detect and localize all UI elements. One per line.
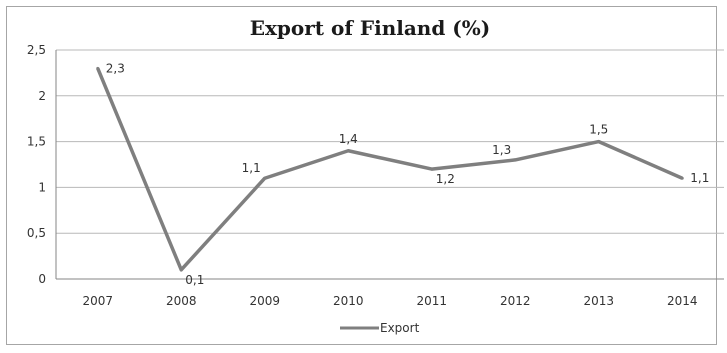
- data-labels: 2,3 0,1 1,1 1,4 1,2 1,3 1,5 1,1: [106, 61, 710, 287]
- y-tick-label: 1,5: [27, 135, 46, 149]
- x-tick-label: 2007: [82, 294, 113, 308]
- x-tick-label: 2009: [249, 294, 280, 308]
- data-point: [597, 140, 601, 144]
- data-point: [179, 268, 183, 272]
- data-point: [680, 176, 684, 180]
- data-label: 1,5: [589, 123, 608, 137]
- data-label: 1,3: [492, 143, 511, 157]
- data-label: 1,2: [436, 172, 455, 186]
- data-label: 1,1: [690, 171, 709, 185]
- data-label: 2,3: [106, 61, 125, 75]
- chart-frame: [6, 6, 717, 345]
- data-label: 1,4: [339, 132, 358, 146]
- gridlines: [55, 49, 724, 280]
- y-tick-label: 1: [38, 180, 46, 194]
- x-tick-label: 2011: [416, 294, 447, 308]
- x-tick-label: 2008: [166, 294, 197, 308]
- data-point: [430, 167, 434, 171]
- legend-label-export: Export: [380, 321, 420, 335]
- y-tick-label: 0,5: [27, 226, 46, 240]
- series-line-export: [96, 67, 683, 272]
- y-axis-ticks: 0 0,5 1 1,5 2 2,5: [27, 43, 46, 286]
- data-point: [263, 176, 267, 180]
- x-axis-ticks: 2007 2008 2009 2010 2011 2012 2013 2014: [82, 294, 697, 308]
- series-export: [96, 66, 684, 272]
- data-label: 1,1: [242, 161, 261, 175]
- x-tick-label: 2012: [500, 294, 531, 308]
- y-tick-label: 2: [38, 89, 46, 103]
- data-point: [346, 149, 350, 153]
- y-tick-label: 2,5: [27, 43, 46, 57]
- y-tick-label: 0: [38, 272, 46, 286]
- chart-title: Export of Finland (%): [250, 16, 490, 40]
- x-tick-label: 2010: [333, 294, 364, 308]
- data-label: 0,1: [185, 273, 204, 287]
- x-tick-label: 2013: [583, 294, 614, 308]
- data-point: [513, 158, 517, 162]
- data-point: [96, 66, 100, 70]
- x-tick-label: 2014: [667, 294, 698, 308]
- legend: Export: [340, 321, 420, 335]
